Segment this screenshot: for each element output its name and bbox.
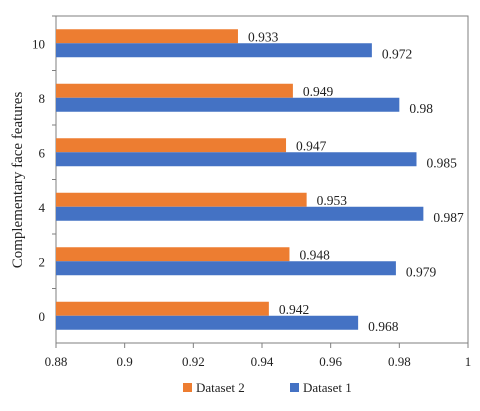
legend-label-1: Dataset 1 bbox=[303, 380, 352, 395]
data-label-dataset2-6: 0.947 bbox=[296, 138, 327, 153]
legend-swatch-1 bbox=[290, 383, 299, 392]
data-label-dataset1-10: 0.972 bbox=[382, 46, 412, 61]
y-tick-label-0: 0 bbox=[39, 309, 46, 324]
bar-dataset2-6 bbox=[56, 138, 287, 153]
data-label-dataset2-4: 0.953 bbox=[317, 193, 348, 208]
x-tick-label-2: 0.92 bbox=[182, 354, 205, 369]
x-tick-label-6: 1 bbox=[465, 354, 472, 369]
bar-dataset2-0 bbox=[56, 301, 269, 316]
bar-dataset1-10 bbox=[56, 43, 372, 58]
y-tick-label-5: 10 bbox=[32, 36, 45, 51]
y-tick-label-4: 8 bbox=[39, 91, 46, 106]
data-label-dataset1-0: 0.968 bbox=[368, 319, 399, 334]
x-tick-label-1: 0.9 bbox=[117, 354, 133, 369]
bar-dataset2-2 bbox=[56, 247, 290, 262]
legend-label-0: Dataset 2 bbox=[196, 380, 245, 395]
legend: Dataset 2 Dataset 1 bbox=[183, 380, 352, 395]
x-tick-label-3: 0.94 bbox=[251, 354, 274, 369]
data-label-dataset2-8: 0.949 bbox=[303, 84, 334, 99]
bar-dataset1-6 bbox=[56, 152, 417, 167]
data-label-dataset1-2: 0.979 bbox=[406, 264, 437, 279]
x-tick-label-5: 0.98 bbox=[388, 354, 411, 369]
bar-dataset2-8 bbox=[56, 83, 293, 98]
x-tick-label-0: 0.88 bbox=[45, 354, 68, 369]
x-tick-label-4: 0.96 bbox=[319, 354, 342, 369]
bar-dataset1-4 bbox=[56, 206, 424, 221]
data-label-dataset2-2: 0.948 bbox=[299, 247, 330, 262]
data-label-dataset1-8: 0.98 bbox=[409, 101, 433, 116]
plot-area-border bbox=[55, 15, 469, 344]
bar-dataset1-8 bbox=[56, 97, 400, 112]
data-label-dataset1-4: 0.987 bbox=[433, 210, 464, 225]
data-label-dataset2-10: 0.933 bbox=[248, 29, 279, 44]
y-tick-label-3: 6 bbox=[39, 145, 46, 160]
y-tick-label-1: 2 bbox=[39, 254, 46, 269]
bar-dataset1-0 bbox=[56, 315, 359, 330]
bar-dataset1-2 bbox=[56, 261, 396, 276]
y-axis-title: Complementary face features bbox=[10, 92, 26, 269]
data-label-dataset2-0: 0.942 bbox=[279, 302, 309, 317]
bar-dataset2-10 bbox=[56, 29, 238, 44]
y-tick-label-2: 4 bbox=[39, 200, 46, 215]
data-label-dataset1-6: 0.985 bbox=[427, 155, 458, 170]
legend-swatch-0 bbox=[183, 383, 192, 392]
bar-dataset2-4 bbox=[56, 192, 307, 207]
